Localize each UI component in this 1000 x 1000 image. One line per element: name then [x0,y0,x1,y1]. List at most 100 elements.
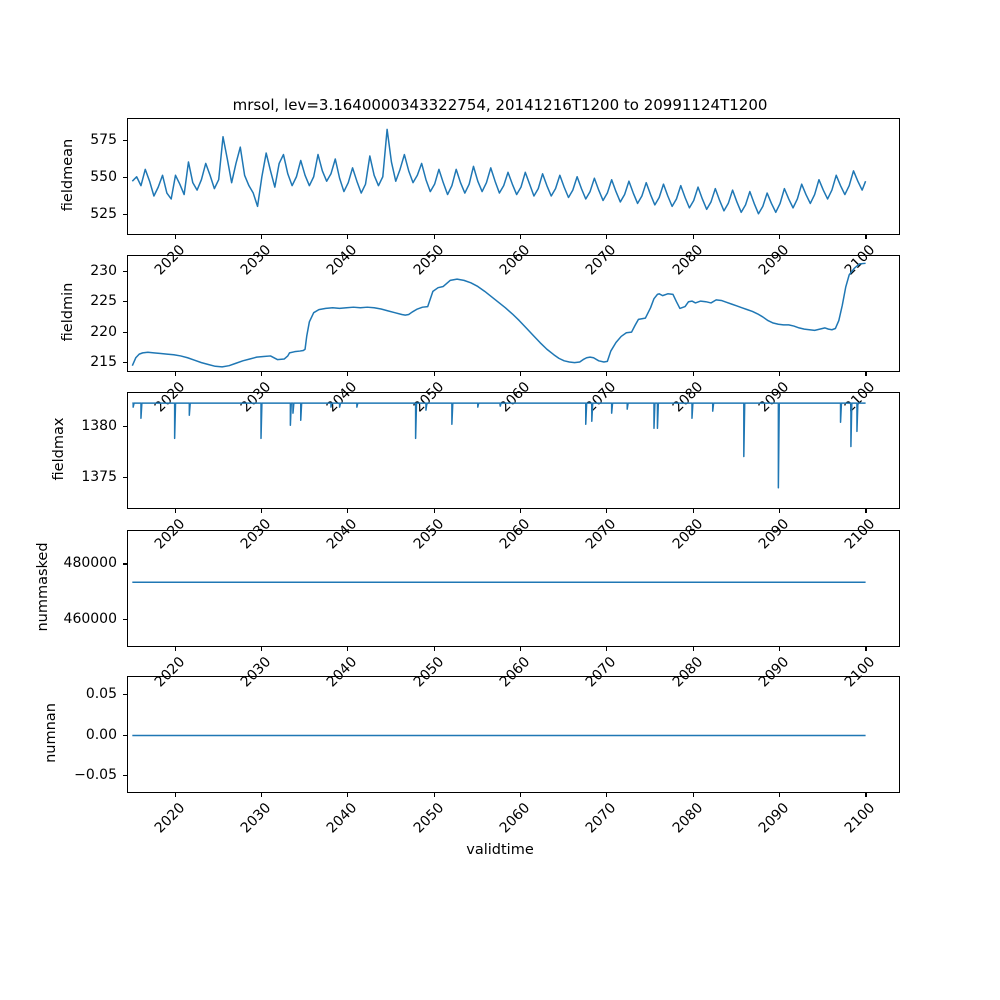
y-tick-mark [123,619,127,621]
y-tick-mark [123,301,127,303]
y-tick-mark [123,693,127,695]
x-tick-mark [692,372,694,376]
y-tick-label: 215 [90,354,117,371]
x-tick-mark [606,509,608,513]
y-axis-label-fieldmax: fieldmax [51,417,68,480]
y-axis-label-nummasked: nummasked [34,541,51,632]
data-line-nummasked [132,581,866,584]
axes-numnan [127,676,900,793]
y-tick-label: 225 [90,293,117,310]
y-tick-mark [123,214,127,216]
x-tick-mark [865,647,867,651]
y-tick-label: 0.05 [85,685,117,702]
x-tick-mark [606,372,608,376]
x-tick-mark [519,647,522,651]
x-tick-mark [347,793,349,797]
y-tick-mark [123,177,127,179]
x-tick-label: 2030 [237,800,275,837]
x-tick-mark [865,235,867,239]
y-tick-mark [123,476,127,478]
data-line-fieldmean [131,128,867,215]
x-tick-mark [606,647,608,651]
x-tick-label: 2060 [496,800,534,837]
x-tick-label: 2090 [755,800,793,837]
data-line-fieldmin [131,262,866,368]
x-tick-label: 2080 [669,800,707,837]
y-tick-label: 230 [90,262,117,279]
x-tick-mark [865,509,867,513]
figure-title: mrsol, lev=3.1640000343322754, 20141216T… [232,96,768,114]
x-tick-label: 2070 [583,800,620,837]
y-tick-mark [123,563,127,565]
x-tick-mark [519,509,522,513]
x-tick-mark [519,793,522,797]
y-tick-mark [123,775,127,777]
x-tick-mark [692,235,694,239]
axes-fieldmean [127,118,900,235]
y-tick-mark [123,426,127,428]
y-axis-label-numnan: numnan [43,702,59,763]
y-tick-label: 525 [90,206,117,223]
x-tick-mark [779,647,781,651]
x-tick-mark [865,372,867,376]
y-tick-label: 480000 [63,555,117,572]
x-tick-mark [865,793,867,797]
y-axis-label-fieldmin: fieldmin [59,282,76,341]
y-tick-label: 575 [90,132,117,149]
y-tick-label: 220 [90,323,117,340]
axes-fieldmax [127,392,900,509]
x-tick-mark [174,235,176,239]
x-tick-mark [347,372,349,376]
y-tick-label: 550 [90,169,117,186]
x-tick-mark [174,647,176,651]
x-tick-label: 2050 [410,800,447,837]
x-tick-label: 2020 [151,800,188,837]
x-tick-mark [260,647,262,651]
y-tick-mark [123,331,127,333]
y-tick-mark [123,140,127,142]
y-tick-label: 1380 [81,418,117,435]
y-tick-mark [123,734,127,736]
axes-fieldmin [127,255,900,372]
x-tick-mark [347,235,349,239]
x-tick-mark [347,509,349,513]
data-line-numnan [132,734,866,737]
x-tick-mark [692,793,694,797]
x-tick-mark [174,509,176,513]
y-tick-mark [123,270,127,272]
x-tick-mark [692,647,694,651]
x-tick-mark [519,372,522,376]
x-tick-label: 2100 [842,800,879,837]
x-tick-mark [260,235,262,239]
y-tick-label: 460000 [63,611,117,628]
x-tick-mark [779,372,781,376]
x-tick-mark [779,793,781,797]
x-tick-mark [347,647,349,651]
x-tick-mark [779,235,781,239]
x-tick-mark [606,793,608,797]
x-tick-mark [606,235,608,239]
x-tick-mark [260,793,262,797]
y-tick-label: 1375 [81,468,117,485]
x-tick-mark [433,793,435,797]
x-tick-mark [519,235,522,239]
axes-nummasked [127,530,900,647]
x-tick-mark [692,509,694,513]
x-tick-mark [260,509,262,513]
x-tick-mark [779,509,781,513]
x-tick-mark [433,235,435,239]
x-tick-mark [433,647,435,651]
x-tick-mark [174,793,176,797]
x-axis-label: validtime [466,842,534,858]
x-tick-label: 2040 [324,800,361,837]
data-line-fieldmax [132,402,866,489]
y-tick-mark [123,362,127,364]
x-tick-mark [433,372,435,376]
y-tick-label: −0.05 [74,767,117,784]
x-tick-mark [433,509,435,513]
y-axis-label-fieldmean: fieldmean [59,138,76,211]
y-tick-label: 0.00 [85,726,117,743]
x-tick-mark [174,372,176,376]
x-tick-mark [260,372,262,376]
